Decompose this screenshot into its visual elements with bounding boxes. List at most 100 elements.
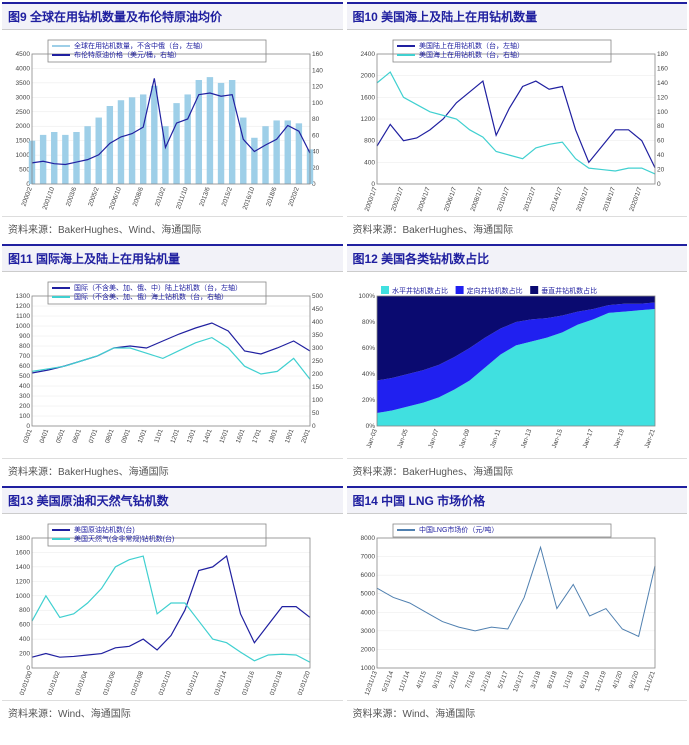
- svg-text:Jan-13: Jan-13: [519, 428, 533, 449]
- svg-text:01/01/08: 01/01/08: [130, 670, 145, 697]
- svg-text:2006/10: 2006/10: [108, 186, 123, 211]
- svg-text:11/1/21: 11/1/21: [643, 670, 657, 693]
- svg-text:6/1/19: 6/1/19: [578, 670, 591, 690]
- svg-text:01/01/14: 01/01/14: [213, 670, 228, 697]
- panel-title: 图12 美国各类钻机数占比: [347, 246, 688, 272]
- svg-text:2002/1/7: 2002/1/7: [390, 186, 405, 213]
- source-line: 资料来源：BakerHughes、海通国际: [347, 216, 688, 240]
- svg-text:美国陆上在用钻机数（台，左轴）: 美国陆上在用钻机数（台，左轴）: [419, 41, 524, 50]
- svg-text:2018/6: 2018/6: [265, 186, 279, 207]
- svg-text:4/1/15: 4/1/15: [415, 670, 428, 690]
- svg-text:01/01/00: 01/01/00: [19, 670, 34, 697]
- svg-text:美国天然气(含非常规)钻机数(台): 美国天然气(含非常规)钻机数(台): [74, 534, 174, 543]
- svg-text:水平井钻机数占比: 水平井钻机数占比: [392, 286, 448, 295]
- svg-text:3500: 3500: [16, 80, 31, 87]
- chart-fig14: 1000200030004000500060007000800012/31/13…: [347, 514, 688, 700]
- svg-text:2015/2: 2015/2: [221, 186, 235, 207]
- svg-text:2001: 2001: [300, 428, 312, 444]
- svg-text:40: 40: [657, 152, 665, 159]
- svg-text:Jan-11: Jan-11: [489, 428, 502, 449]
- source-line: 资料来源：BakerHughes、海通国际: [2, 458, 343, 482]
- svg-text:1/1/19: 1/1/19: [562, 670, 575, 690]
- svg-text:2008/1/7: 2008/1/7: [469, 186, 484, 213]
- panel-title: 图11 国际海上及陆上在用钻机量: [2, 246, 343, 272]
- svg-text:7/1/16: 7/1/16: [464, 670, 477, 690]
- source-line: 资料来源：Wind、海通国际: [2, 700, 343, 724]
- svg-text:9/1/20: 9/1/20: [627, 670, 640, 690]
- svg-text:0301: 0301: [22, 428, 34, 444]
- svg-text:700: 700: [19, 353, 30, 360]
- svg-text:1200: 1200: [16, 303, 31, 310]
- svg-text:01/01/02: 01/01/02: [46, 670, 61, 697]
- svg-text:0901: 0901: [120, 428, 132, 444]
- svg-text:100: 100: [19, 413, 30, 420]
- svg-text:2000: 2000: [16, 123, 31, 130]
- svg-text:20: 20: [657, 167, 665, 174]
- svg-text:0701: 0701: [88, 428, 100, 444]
- svg-text:8/1/18: 8/1/18: [546, 670, 559, 690]
- svg-text:9/1/15: 9/1/15: [431, 670, 444, 690]
- svg-text:100: 100: [312, 100, 323, 107]
- svg-text:1300: 1300: [16, 293, 31, 300]
- svg-text:4/1/20: 4/1/20: [611, 670, 624, 690]
- chart-fig11: 0100200300400500600700800900100011001200…: [2, 272, 343, 458]
- svg-text:1800: 1800: [16, 535, 31, 542]
- chart-fig9: 0500100015002000250030003500400045000204…: [2, 30, 343, 216]
- svg-text:3/1/18: 3/1/18: [529, 670, 542, 690]
- panel-title: 图9 全球在用钻机数量及布伦特原油均价: [2, 4, 343, 30]
- svg-text:3000: 3000: [360, 628, 375, 635]
- svg-text:2005/2: 2005/2: [87, 186, 101, 207]
- svg-text:900: 900: [19, 333, 30, 340]
- svg-text:0: 0: [657, 181, 661, 188]
- svg-text:Jan-03: Jan-03: [365, 428, 379, 449]
- svg-text:100%: 100%: [358, 293, 375, 300]
- svg-text:140: 140: [312, 67, 323, 74]
- svg-text:10/1/17: 10/1/17: [512, 670, 526, 693]
- svg-text:01/01/06: 01/01/06: [102, 670, 117, 697]
- panel-fig13: 图13 美国原油和天然气钻机数0200400600800100012001400…: [2, 486, 343, 724]
- svg-text:200: 200: [19, 403, 30, 410]
- svg-text:400: 400: [19, 636, 30, 643]
- panel-fig10: 图10 美国海上及陆上在用钻机数量04008001200160020002400…: [347, 2, 688, 240]
- svg-text:200: 200: [312, 371, 323, 378]
- svg-text:1601: 1601: [235, 428, 247, 444]
- svg-text:180: 180: [657, 51, 668, 58]
- svg-text:800: 800: [364, 138, 375, 145]
- svg-text:2004/1/7: 2004/1/7: [416, 186, 431, 213]
- svg-text:01/01/20: 01/01/20: [297, 670, 312, 697]
- svg-text:80: 80: [657, 123, 665, 130]
- svg-text:Jan-19: Jan-19: [612, 428, 626, 449]
- svg-text:12/1/16: 12/1/16: [479, 670, 493, 693]
- svg-text:1000: 1000: [16, 323, 31, 330]
- chart-fig10: 0400800120016002000240002040608010012014…: [347, 30, 688, 216]
- svg-text:2003/6: 2003/6: [65, 186, 79, 207]
- svg-text:1701: 1701: [251, 428, 263, 444]
- svg-text:300: 300: [19, 393, 30, 400]
- svg-text:450: 450: [312, 306, 323, 313]
- panel-title: 图14 中国 LNG 市场价格: [347, 488, 688, 514]
- svg-text:1600: 1600: [16, 549, 31, 556]
- source-line: 资料来源：BakerHughes、Wind、海通国际: [2, 216, 343, 240]
- svg-text:2000/1/7: 2000/1/7: [363, 186, 378, 213]
- svg-text:140: 140: [657, 80, 668, 87]
- svg-text:1400: 1400: [16, 564, 31, 571]
- svg-text:2006/1/7: 2006/1/7: [443, 186, 458, 213]
- svg-text:布伦特原油价格（美元/桶，右轴）: 布伦特原油价格（美元/桶，右轴）: [74, 50, 181, 59]
- svg-text:5/31/14: 5/31/14: [381, 670, 395, 693]
- svg-text:2010/1/7: 2010/1/7: [496, 186, 511, 213]
- svg-text:0501: 0501: [55, 428, 67, 444]
- svg-text:4000: 4000: [16, 65, 31, 72]
- panel-fig9: 图9 全球在用钻机数量及布伦特原油均价050010001500200025003…: [2, 2, 343, 240]
- svg-text:600: 600: [19, 622, 30, 629]
- svg-text:40%: 40%: [361, 371, 374, 378]
- svg-text:Jan-21: Jan-21: [643, 428, 657, 449]
- svg-text:2500: 2500: [16, 109, 31, 116]
- svg-text:3000: 3000: [16, 94, 31, 101]
- svg-text:60: 60: [312, 132, 320, 139]
- svg-text:7000: 7000: [360, 554, 375, 561]
- svg-text:Jan-07: Jan-07: [427, 428, 441, 449]
- svg-text:400: 400: [19, 383, 30, 390]
- svg-text:250: 250: [312, 358, 323, 365]
- svg-text:1000: 1000: [16, 593, 31, 600]
- svg-text:80: 80: [312, 116, 320, 123]
